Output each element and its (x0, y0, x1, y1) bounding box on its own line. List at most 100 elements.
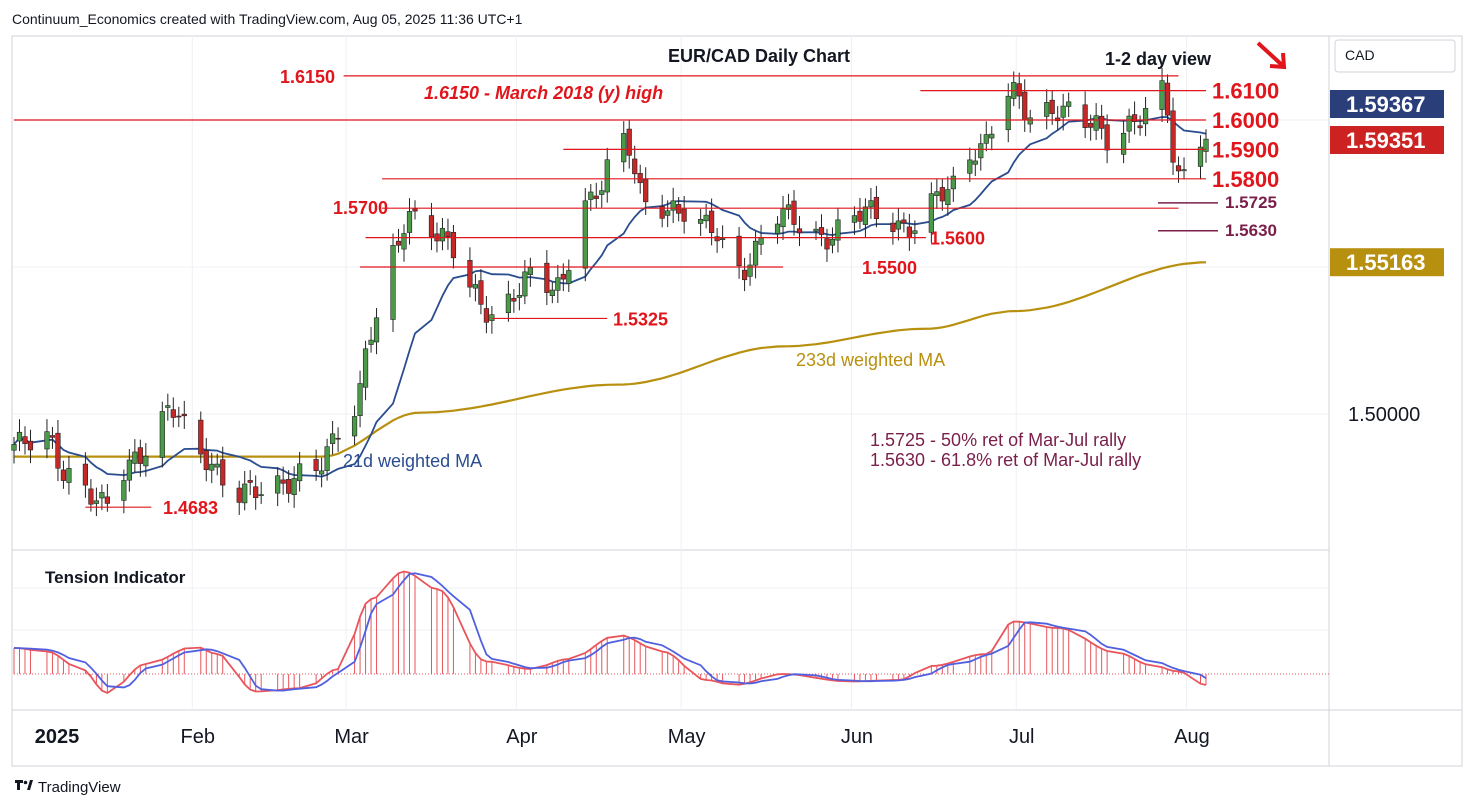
level-label-1.5500: 1.5500 (862, 258, 917, 278)
candle-body (445, 231, 451, 237)
candle-body (132, 451, 138, 464)
candle-body (329, 433, 336, 444)
x-tick-label: Apr (506, 726, 537, 748)
candle-body (785, 204, 792, 210)
label-ma21: 21d weighted MA (343, 451, 482, 471)
chart-title: EUR/CAD Daily Chart (668, 46, 850, 66)
retracement-levels: 1.5725 1.5630 (1158, 193, 1277, 240)
candle-body (44, 431, 50, 450)
x-tick-label: May (668, 726, 706, 748)
ma21-line (13, 116, 1207, 478)
x-tick-label: Feb (181, 726, 215, 748)
candle-body (1044, 102, 1050, 117)
candle-body (1197, 146, 1204, 167)
x-tick-label: Jul (1009, 726, 1035, 748)
candle-body (978, 143, 984, 159)
price-badge (1330, 248, 1444, 277)
candle-body (297, 463, 303, 482)
tradingview-logo-icon (14, 778, 34, 796)
candle-body (632, 158, 638, 175)
tradingview-brand[interactable]: TradingView (14, 778, 121, 796)
down-right-arrow-icon (1256, 41, 1287, 70)
candle-body (934, 191, 940, 196)
candle-body (351, 416, 358, 437)
candle-body (895, 220, 901, 230)
candle-body (1099, 115, 1105, 129)
retracement-label: 1.5630 (1225, 221, 1277, 240)
candle-body (1066, 101, 1072, 107)
level-label-1.5700: 1.5700 (333, 198, 388, 218)
candle-body (1142, 108, 1149, 125)
candle-body (857, 210, 863, 222)
candle-body (121, 480, 127, 501)
label-ma233: 233d weighted MA (796, 350, 945, 370)
candle-body (824, 238, 830, 250)
candle-body (357, 383, 363, 416)
tradingview-wordmark: TradingView (38, 778, 121, 796)
price-badge-label: 1.59351 (1346, 128, 1426, 153)
candle-body (489, 314, 495, 321)
candle-body (714, 236, 720, 242)
candle-body (82, 463, 89, 486)
candle-body (467, 260, 473, 288)
candle-body (66, 468, 72, 483)
candle-body (505, 293, 511, 314)
candle-body (439, 228, 446, 242)
candle-body (1181, 169, 1187, 172)
candle-body (104, 496, 110, 504)
candle-body (368, 339, 374, 345)
level-label-1.5900: 1.5900 (1212, 137, 1279, 162)
candle-body (220, 459, 226, 486)
publisher-caption: Continuum_Economics created with Trading… (12, 11, 523, 27)
candle-body (88, 488, 94, 505)
level-label-1.6000: 1.6000 (1212, 108, 1279, 133)
candle-body (604, 159, 610, 193)
candle-body (247, 480, 253, 483)
candle-body (901, 219, 907, 224)
candle-body (813, 228, 819, 232)
candle-body (527, 267, 533, 275)
level-label-1.6100: 1.6100 (1212, 79, 1279, 104)
candle-body (928, 193, 934, 233)
candle-body (862, 206, 869, 225)
candle-body (703, 214, 709, 222)
candle-body (1175, 165, 1182, 172)
x-tick-label: 2025 (35, 726, 80, 748)
price-badge-label: 1.55163 (1346, 250, 1426, 275)
candle-body (736, 235, 742, 267)
candle-body (709, 210, 715, 233)
price-badge (1330, 126, 1444, 154)
candle-body (659, 205, 665, 219)
candle-body (1005, 95, 1011, 131)
candle-body (1131, 114, 1138, 122)
retracement-label: 1.5725 (1225, 193, 1277, 212)
annotation-50pct: 1.5725 - 50% ret of Mar-Jul rally (870, 430, 1126, 450)
candle-body (165, 405, 171, 408)
candle-body (401, 233, 407, 250)
candle-body (681, 208, 687, 222)
price-badges: 1.59367 1.59351 1.55163 (1330, 90, 1444, 277)
level-label-1.5600: 1.5600 (930, 229, 985, 249)
candle-body (758, 237, 764, 245)
candle-body (324, 446, 330, 471)
candle-body (373, 317, 380, 343)
candle-body (450, 231, 457, 259)
candle-body (1170, 110, 1176, 163)
candlestick-series (11, 68, 1209, 517)
candle-body (747, 264, 753, 277)
x-tick-label: Mar (334, 726, 369, 748)
price-badge-label: 1.59367 (1346, 92, 1426, 117)
candle-body (203, 450, 209, 471)
candle-body (741, 269, 748, 281)
annotation-618pct: 1.5630 - 61.8% ret of Mar-Jul rally (870, 450, 1141, 470)
candle-body (159, 411, 165, 458)
candle-body (1088, 122, 1094, 128)
view-label: 1-2 day view (1105, 49, 1212, 69)
level-label-1.4683: 1.4683 (163, 498, 218, 518)
candle-body (1137, 125, 1143, 129)
candle-body (99, 492, 105, 499)
ma233-path (14, 261, 1207, 458)
candle-body (560, 273, 566, 280)
candle-body (126, 459, 132, 481)
